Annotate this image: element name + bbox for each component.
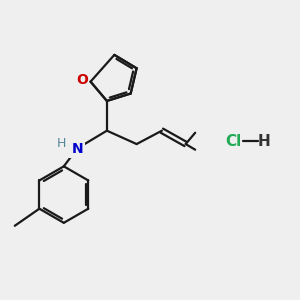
Text: O: O xyxy=(76,73,88,87)
Text: N: N xyxy=(71,142,83,155)
Text: H: H xyxy=(57,137,66,150)
Text: Cl: Cl xyxy=(225,134,241,148)
Text: H: H xyxy=(258,134,271,148)
